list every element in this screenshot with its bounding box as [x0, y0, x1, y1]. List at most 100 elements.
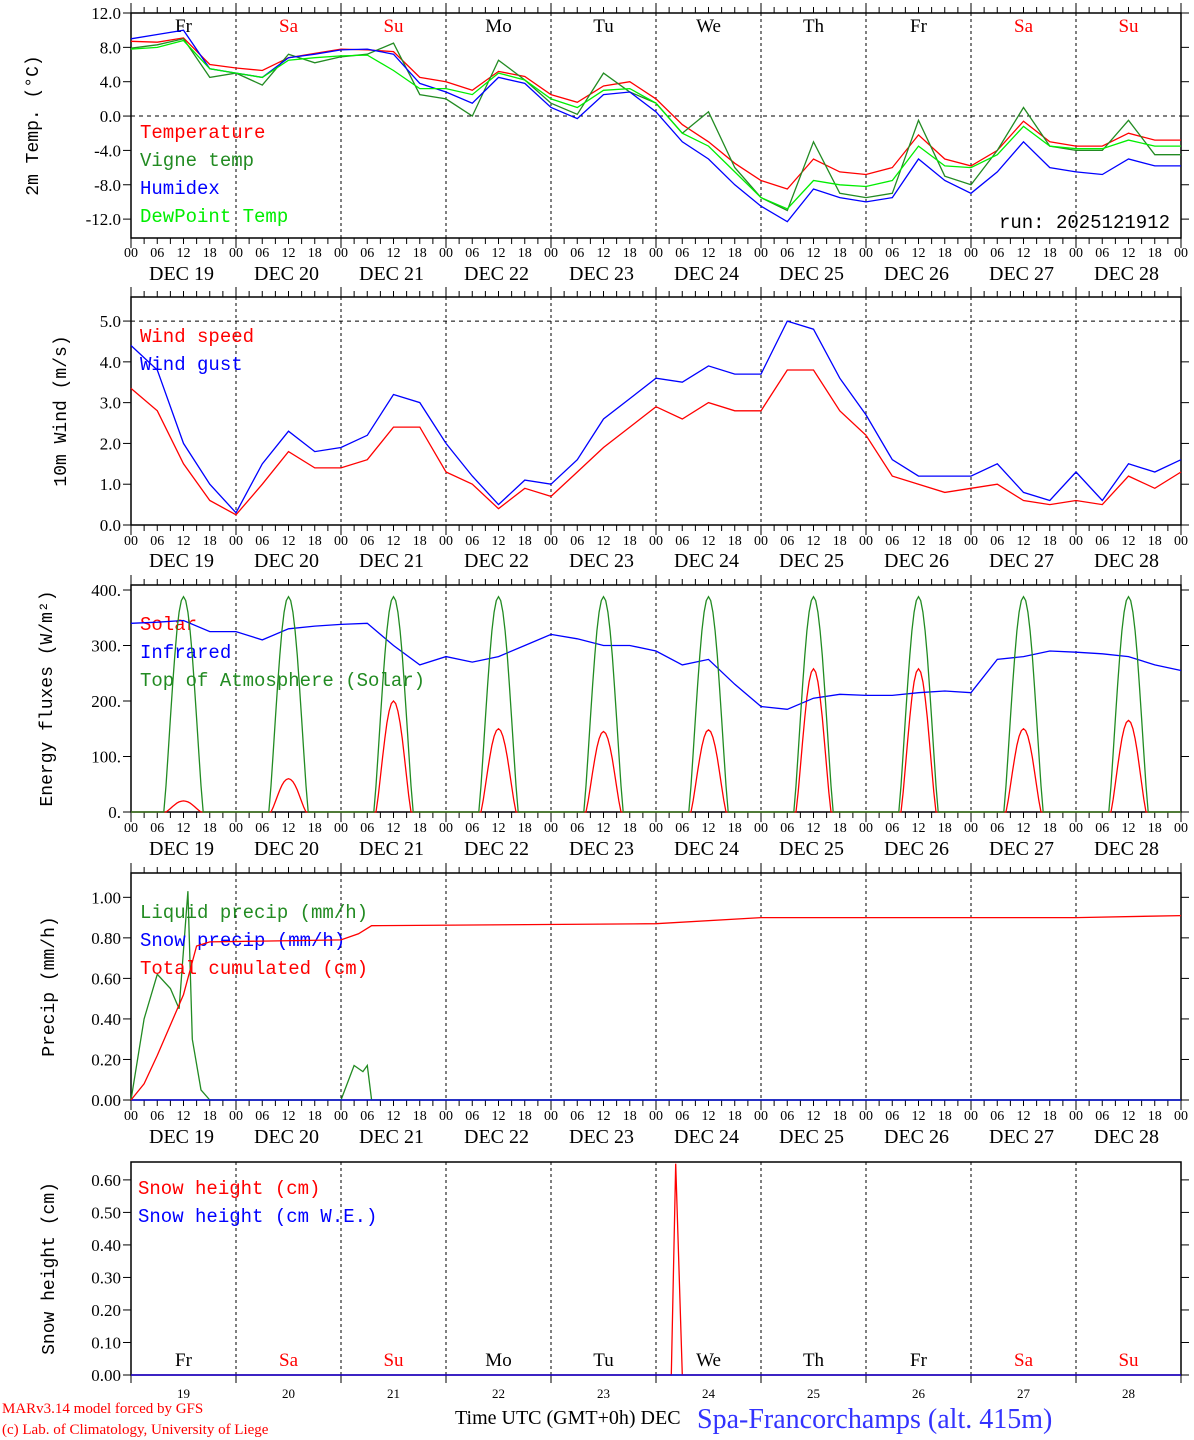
- date-label: DEC 26: [884, 263, 949, 285]
- hour-label: 12: [912, 246, 926, 261]
- legend-entry: Vigne temp: [140, 150, 254, 172]
- hour-label: 06: [675, 821, 689, 836]
- hour-label: 06: [675, 246, 689, 261]
- hour-label: 00: [1069, 821, 1083, 836]
- hour-label: 12: [702, 1109, 716, 1124]
- hour-label: 12: [492, 821, 506, 836]
- hour-label: 00: [334, 821, 348, 836]
- y-tick-label: 0.30: [91, 1268, 121, 1287]
- hour-label: 18: [413, 534, 427, 549]
- hour-label: 00: [439, 246, 453, 261]
- hour-label: 00: [649, 1109, 663, 1124]
- y-tick-label: 0.40: [91, 1010, 121, 1029]
- y-tick-label: 400.: [91, 581, 121, 600]
- day-of-week-label: Su: [1118, 1350, 1139, 1371]
- hour-label: 18: [938, 1109, 952, 1124]
- hour-label: 06: [360, 534, 374, 549]
- hour-label: 06: [885, 246, 899, 261]
- hour-label: 00: [1174, 534, 1188, 549]
- hour-label: 06: [990, 1109, 1004, 1124]
- day-of-week-label: Fr: [910, 1350, 928, 1371]
- hour-label: 00: [124, 534, 138, 549]
- day-of-week-label: Fr: [175, 16, 193, 37]
- hour-label: 06: [255, 534, 269, 549]
- hour-label: 00: [1174, 246, 1188, 261]
- hour-label: 18: [938, 246, 952, 261]
- date-label: DEC 26: [884, 550, 949, 572]
- day-of-week-label: Su: [383, 1350, 404, 1371]
- y-tick-label: 12.0: [91, 4, 121, 23]
- hour-label: 06: [885, 534, 899, 549]
- hour-label: 00: [1174, 821, 1188, 836]
- day-of-week-label: Su: [1118, 16, 1139, 37]
- hour-label: 12: [807, 1109, 821, 1124]
- day-of-week-label: We: [696, 16, 721, 37]
- hour-label: 18: [938, 534, 952, 549]
- hour-label: 18: [1043, 246, 1057, 261]
- y-tick-label: -12.0: [86, 210, 121, 229]
- series-line-total-cumulated-cm-: [130, 914, 1182, 1101]
- panel-5: 0.60 0.50 0.40 0.30 0.20 0.10 0.00 Snow height …: [40, 1161, 1189, 1401]
- hour-label: 06: [780, 821, 794, 836]
- hour-label: 12: [1017, 821, 1031, 836]
- hour-label: 12: [1017, 1109, 1031, 1124]
- date-label: DEC 19: [149, 838, 214, 860]
- y-tick-label: 0.0: [100, 107, 121, 126]
- hour-label: 18: [1043, 1109, 1057, 1124]
- day-of-week-label: Th: [803, 1350, 825, 1371]
- hour-label: 00: [229, 534, 243, 549]
- hour-label: 00: [964, 534, 978, 549]
- date-label: DEC 21: [359, 838, 424, 860]
- date-label: DEC 27: [989, 550, 1054, 572]
- y-tick-label: 0.20: [91, 1301, 121, 1320]
- hour-label: 06: [885, 821, 899, 836]
- hour-label: 06: [255, 1109, 269, 1124]
- day-of-week-label: Fr: [910, 16, 928, 37]
- y-tick-label: 0.80: [91, 929, 121, 948]
- date-label: DEC 26: [884, 838, 949, 860]
- date-label: DEC 25: [779, 838, 844, 860]
- hour-label: 18: [833, 246, 847, 261]
- date-label: DEC 28: [1094, 550, 1159, 572]
- hour-label: 18: [623, 246, 637, 261]
- day-number-label: 24: [702, 1386, 716, 1401]
- hour-label: 00: [124, 246, 138, 261]
- y-tick-label: 300.: [91, 636, 121, 655]
- hour-label: 00: [439, 821, 453, 836]
- date-label: DEC 21: [359, 1126, 424, 1148]
- legend-entry: Solar: [140, 614, 197, 636]
- hour-label: 12: [282, 821, 296, 836]
- series-line-wind-speed: [130, 369, 1182, 516]
- hour-label: 06: [570, 534, 584, 549]
- hour-label: 00: [859, 1109, 873, 1124]
- hour-label: 12: [1122, 1109, 1136, 1124]
- hour-label: 12: [597, 1109, 611, 1124]
- day-number-label: 19: [177, 1386, 190, 1401]
- series-line-dewpoint-temp: [130, 39, 1181, 210]
- panel-2: 5.0 4.0 3.0 2.0 1.0 0.0 10m Wind (m/s) 00 06 12 18…: [52, 287, 1189, 572]
- hour-label: 00: [754, 821, 768, 836]
- hour-label: 00: [544, 246, 558, 261]
- date-label: DEC 27: [989, 263, 1054, 285]
- hour-label: 00: [229, 1109, 243, 1124]
- hour-label: 00: [334, 1109, 348, 1124]
- day-number-label: 25: [807, 1386, 820, 1401]
- y-tick-label: 1.00: [91, 888, 121, 907]
- hour-label: 12: [702, 821, 716, 836]
- y-axis-title: Precip (mm/h): [40, 916, 60, 1056]
- hour-label: 00: [964, 821, 978, 836]
- hour-label: 12: [1017, 246, 1031, 261]
- day-of-week-label: Tu: [593, 1350, 614, 1371]
- day-number-label: 20: [282, 1386, 295, 1401]
- hour-label: 06: [1095, 1109, 1109, 1124]
- y-tick-label: 0.: [108, 803, 121, 822]
- hour-label: 06: [150, 821, 164, 836]
- y-axis-title: 10m Wind (m/s): [52, 335, 72, 486]
- hour-label: 18: [623, 821, 637, 836]
- series-line-top-of-atmosphere-solar-: [131, 595, 1181, 813]
- hour-label: 06: [465, 1109, 479, 1124]
- date-label: DEC 24: [674, 1126, 739, 1148]
- hour-label: 06: [990, 821, 1004, 836]
- series-line-vigne-temp: [130, 38, 1181, 212]
